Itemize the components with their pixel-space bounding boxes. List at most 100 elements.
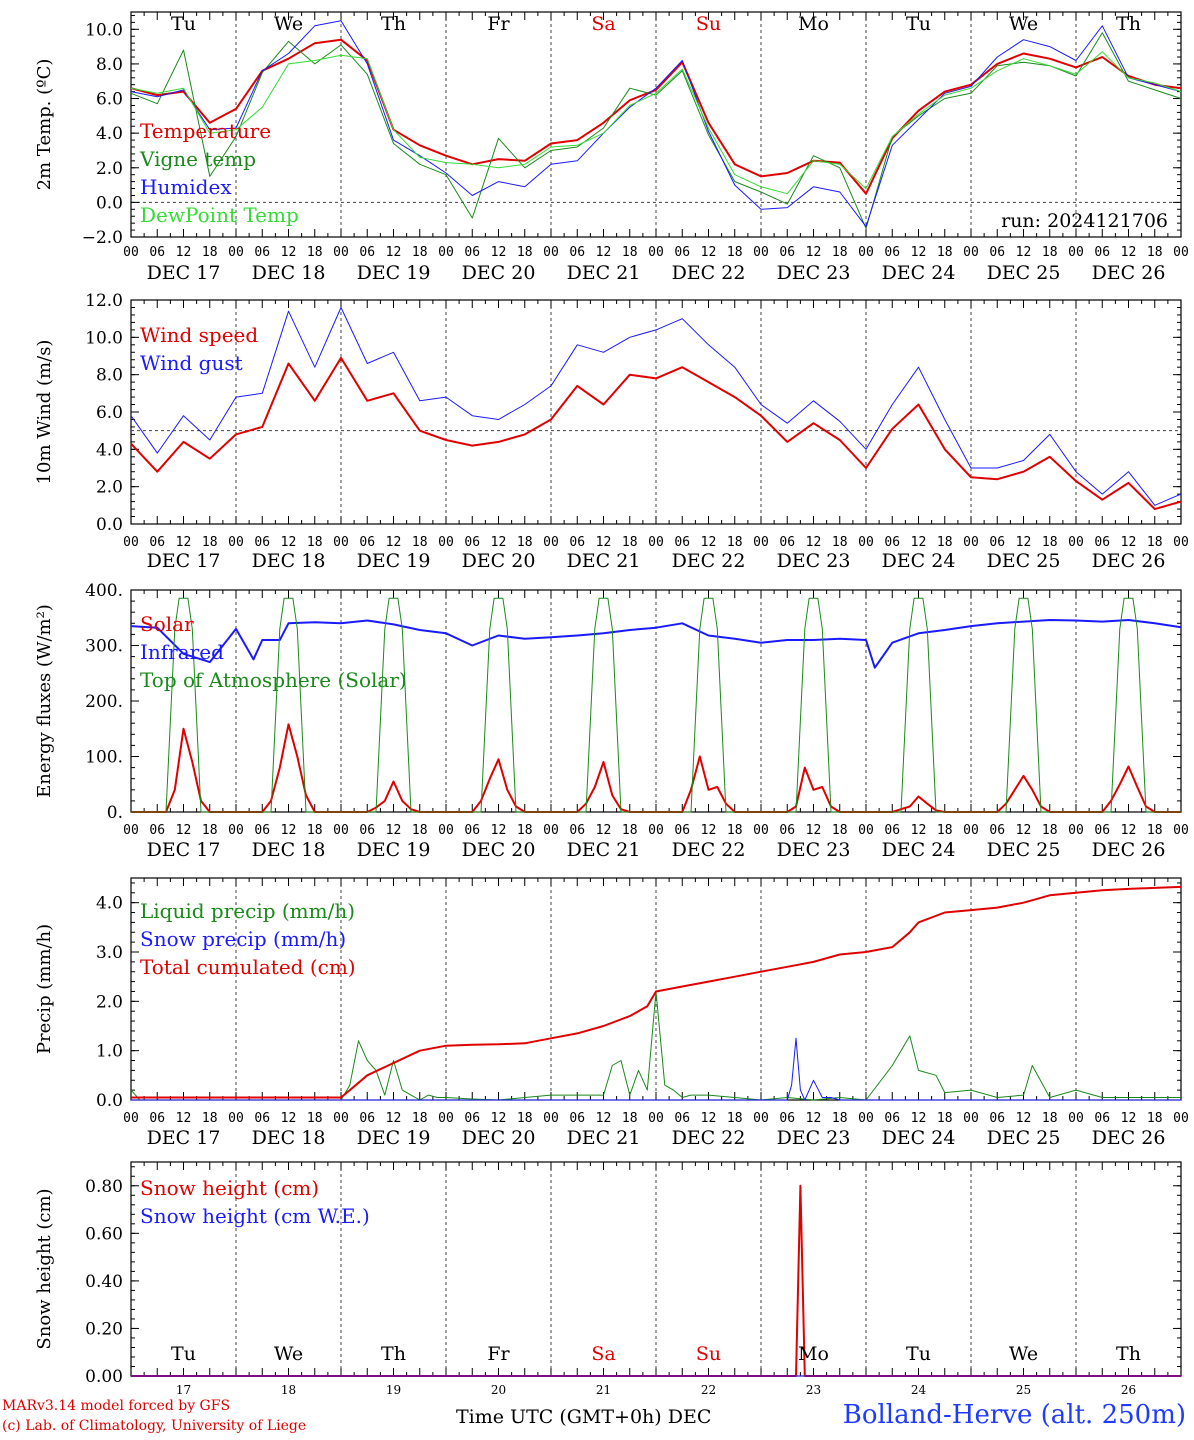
hour-tick-label: 12 [806, 535, 822, 550]
weekday-label: Fr [487, 1343, 510, 1365]
date-label: DEC 20 [462, 1127, 536, 1149]
series-line-top-of-atmosphere-solar- [131, 597, 1181, 813]
weekday-label: Tu [171, 1343, 196, 1365]
y-tick-label: 0.00 [85, 1367, 123, 1387]
hour-tick-label: 12 [911, 823, 927, 838]
hour-tick-label: 18 [727, 535, 743, 550]
hour-tick-label: 12 [386, 245, 402, 260]
y-tick-label: 0. [107, 803, 123, 823]
date-label: DEC 20 [462, 262, 536, 284]
hour-tick-label: 18 [622, 535, 638, 550]
date-label: DEC 17 [147, 1127, 221, 1149]
weekday-label: Sa [591, 13, 615, 35]
hour-tick-label: 06 [1094, 245, 1110, 260]
y-axis-label: Snow height (cm) [34, 1188, 55, 1349]
hour-tick-label: 06 [569, 1111, 585, 1126]
hour-tick-label: 00 [123, 245, 139, 260]
hour-tick-label: 12 [701, 245, 717, 260]
y-tick-label: 0.20 [85, 1319, 123, 1339]
y-tick-label: 2.0 [96, 159, 123, 179]
hour-tick-label: 06 [464, 245, 480, 260]
y-tick-label: 0.0 [96, 193, 123, 213]
hour-tick-label: 00 [438, 245, 454, 260]
hour-tick-label: 18 [412, 823, 428, 838]
hour-tick-label: 12 [911, 1111, 927, 1126]
hour-tick-label: 00 [543, 245, 559, 260]
hour-tick-label: 12 [1016, 535, 1032, 550]
hour-tick-label: 00 [963, 823, 979, 838]
y-tick-label: 0.80 [85, 1177, 123, 1197]
hour-tick-label: 12 [596, 823, 612, 838]
date-label: DEC 18 [252, 550, 326, 572]
weekday-label: Mo [798, 1343, 829, 1365]
hour-tick-label: 18 [832, 823, 848, 838]
hour-tick-label: 06 [464, 1111, 480, 1126]
hour-tick-label: 18 [937, 823, 953, 838]
hour-tick-label: 00 [648, 823, 664, 838]
hour-tick-label: 06 [149, 245, 165, 260]
hour-tick-label: 12 [386, 1111, 402, 1126]
hour-tick-label: 06 [569, 823, 585, 838]
y-tick-label: 2.0 [96, 478, 123, 498]
hour-tick-label: 12 [176, 245, 192, 260]
x-axis-label: Time UTC (GMT+0h) DEC [456, 1406, 712, 1428]
date-label: DEC 25 [987, 1127, 1061, 1149]
date-label: DEC 24 [882, 550, 956, 572]
hour-tick-label: 06 [989, 823, 1005, 838]
date-label: DEC 21 [567, 1127, 641, 1149]
day-number-label: 26 [1121, 1383, 1136, 1396]
date-label: DEC 25 [987, 839, 1061, 861]
model-credit: MARv3.14 model forced by GFS [2, 1398, 231, 1414]
hour-tick-label: 18 [517, 823, 533, 838]
date-label: DEC 17 [147, 550, 221, 572]
date-label: DEC 24 [882, 1127, 956, 1149]
hour-tick-label: 00 [858, 823, 874, 838]
hour-tick-label: 06 [254, 245, 270, 260]
hour-tick-label: 12 [386, 823, 402, 838]
legend-entry: DewPoint Temp [140, 203, 299, 227]
hour-tick-label: 12 [491, 1111, 507, 1126]
series-line-solar [131, 723, 1181, 813]
hour-tick-label: 00 [333, 823, 349, 838]
hour-tick-label: 00 [438, 823, 454, 838]
legend-entry: Snow height (cm) [140, 1176, 319, 1200]
date-label: DEC 19 [357, 550, 431, 572]
date-label: DEC 20 [462, 839, 536, 861]
hour-tick-label: 00 [543, 823, 559, 838]
hour-tick-label: 00 [753, 823, 769, 838]
station-name: Bolland-Herve (alt. 250m) [842, 1400, 1186, 1430]
hour-tick-label: 12 [911, 245, 927, 260]
y-tick-label: 3.0 [96, 943, 123, 963]
y-tick-label: 100. [85, 748, 123, 768]
date-label: DEC 26 [1092, 550, 1166, 572]
y-tick-label: 6.0 [96, 90, 123, 110]
series-line-liquid-precip-mm-h- [130, 991, 1181, 1101]
legend-entry: Infrared [140, 640, 224, 664]
hour-tick-label: 12 [911, 535, 927, 550]
hour-tick-label: 00 [228, 1111, 244, 1126]
hour-tick-label: 18 [727, 823, 743, 838]
day-number-label: 20 [491, 1383, 506, 1396]
hour-tick-label: 06 [359, 1111, 375, 1126]
hour-tick-label: 00 [858, 1111, 874, 1126]
hour-tick-label: 06 [884, 245, 900, 260]
hour-tick-label: 00 [753, 245, 769, 260]
weekday-label: We [1009, 1343, 1038, 1365]
hour-tick-label: 18 [517, 1111, 533, 1126]
date-label: DEC 23 [777, 839, 851, 861]
hour-tick-label: 00 [123, 823, 139, 838]
hour-tick-label: 06 [674, 535, 690, 550]
hour-tick-label: 18 [202, 245, 218, 260]
weekday-label: We [1009, 13, 1038, 35]
hour-tick-label: 00 [228, 823, 244, 838]
hour-tick-label: 00 [228, 245, 244, 260]
y-tick-label: 10.0 [85, 328, 123, 348]
date-label: DEC 17 [147, 262, 221, 284]
weekday-label: Su [696, 1343, 721, 1365]
hour-tick-label: 12 [491, 535, 507, 550]
weekday-label: We [274, 1343, 303, 1365]
date-label: DEC 25 [987, 262, 1061, 284]
weekday-label: Tu [906, 13, 931, 35]
hour-tick-label: 00 [1173, 535, 1189, 550]
weekday-label: Th [1116, 13, 1141, 35]
